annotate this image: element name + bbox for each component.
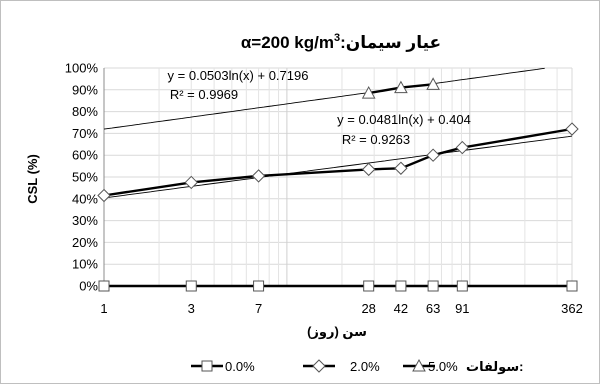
- x-axis-label: سن (روز): [307, 324, 367, 339]
- trendline-r2-5: R² = 0.9969: [170, 87, 238, 102]
- legend-marker-2.0%: [312, 359, 326, 373]
- y-axis-label: CSL (%): [25, 154, 40, 204]
- series-5.0%: [361, 77, 440, 99]
- data-point: [184, 175, 198, 190]
- data-point: [98, 280, 110, 292]
- x-tick-label: 42: [394, 301, 408, 316]
- legend-title: سولفات:: [466, 359, 523, 374]
- trendline-equation-2: y = 0.0481ln(x) + 0.404: [337, 112, 471, 127]
- trendline-2.0%: [103, 135, 573, 199]
- legend-marker-0.0%: [201, 360, 213, 372]
- x-tick-labels: 1 3 7 28 42 63 91 362: [100, 301, 582, 316]
- legend-marker-5.0%: [412, 358, 426, 372]
- x-tick-label: 91: [455, 301, 469, 316]
- trendlines: [103, 67, 573, 199]
- data-point: [253, 280, 265, 292]
- y-tick-label: 20%: [72, 235, 98, 250]
- y-tick-label: 40%: [72, 191, 98, 206]
- trendline-5.0%: [103, 67, 545, 130]
- y-tick-labels: 0% 10% 20% 30% 40% 50% 60% 70% 80% 90% 100%: [65, 61, 99, 294]
- data-point: [455, 140, 470, 155]
- legend-label-2.0%: 2.0%: [350, 359, 380, 374]
- data-point: [426, 77, 440, 90]
- legend: 0.0% 2.0% 5.0%: [191, 358, 458, 374]
- x-tick-label: 3: [188, 301, 195, 316]
- y-tick-label: 30%: [72, 213, 98, 228]
- data-point: [565, 122, 579, 136]
- trendline-equation-5: y = 0.0503ln(x) + 0.7196: [168, 68, 309, 83]
- series-0.0%: [98, 280, 578, 292]
- series-group: [97, 77, 579, 292]
- legend-label-5.0%: 5.0%: [428, 359, 458, 374]
- y-tick-label: 100%: [65, 61, 99, 76]
- data-point: [394, 161, 408, 175]
- data-point: [185, 280, 197, 292]
- data-point: [363, 280, 375, 292]
- data-point: [456, 280, 468, 292]
- trendline-r2-2: R² = 0.9263: [342, 132, 410, 147]
- data-point: [361, 162, 376, 177]
- y-tick-label: 90%: [72, 82, 98, 97]
- data-point: [394, 80, 408, 94]
- data-point: [251, 169, 266, 183]
- y-tick-label: 10%: [72, 257, 98, 272]
- y-tick-label: 50%: [72, 170, 98, 185]
- data-point: [395, 280, 407, 292]
- data-point: [566, 280, 578, 292]
- y-tick-label: 70%: [72, 126, 98, 141]
- chart-title: α=200 kg/m3:عیار سیمان: [241, 32, 441, 52]
- series-2.0%: [97, 122, 579, 203]
- legend-label-0.0%: 0.0%: [225, 359, 255, 374]
- x-tick-label: 7: [255, 301, 262, 316]
- data-point: [427, 280, 439, 292]
- y-tick-label: 0%: [79, 279, 98, 294]
- x-tick-label: 63: [426, 301, 440, 316]
- y-tick-label: 80%: [72, 104, 98, 119]
- y-tick-label: 60%: [72, 148, 98, 163]
- x-tick-label: 28: [361, 301, 375, 316]
- data-point: [361, 86, 376, 99]
- data-point: [97, 188, 111, 203]
- x-tick-label: 1: [100, 301, 107, 316]
- x-tick-label: 362: [561, 301, 583, 316]
- data-point: [426, 148, 440, 162]
